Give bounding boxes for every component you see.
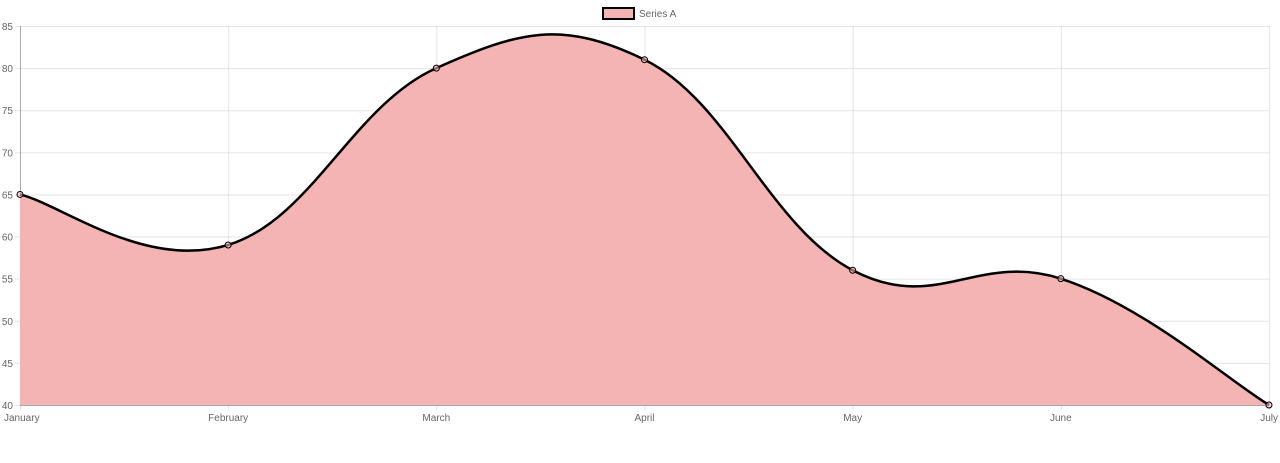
legend-label-series-a[interactable]: Series A	[639, 9, 677, 20]
series-layer	[19, 33, 1270, 407]
x-tick-label: January	[4, 413, 40, 424]
y-tick-label: 60	[2, 233, 14, 244]
x-tick-label: June	[1050, 413, 1072, 424]
legend-swatch-series-a[interactable]	[602, 7, 635, 20]
data-point[interactable]	[16, 190, 24, 198]
x-tick-label: July	[1260, 413, 1278, 424]
y-tick-label: 50	[2, 317, 14, 328]
x-axis: January February March April May June July	[4, 413, 1278, 424]
data-point[interactable]	[432, 64, 440, 72]
series-a-area	[20, 34, 1269, 405]
data-point[interactable]	[641, 56, 648, 64]
data-point[interactable]	[224, 241, 232, 249]
points-layer	[16, 56, 1273, 409]
y-tick-label: 45	[2, 359, 14, 370]
data-point[interactable]	[1057, 275, 1065, 283]
x-tick-label: April	[634, 413, 654, 424]
x-tick-label: February	[208, 413, 248, 424]
data-point[interactable]	[849, 266, 857, 274]
y-tick-label: 55	[2, 275, 14, 286]
y-tick-label: 80	[2, 64, 14, 75]
legend[interactable]: Series A	[602, 7, 677, 20]
x-tick-label: May	[843, 413, 862, 424]
y-tick-label: 40	[2, 401, 14, 412]
y-tick-label: 65	[2, 190, 14, 201]
y-axis: 85 80 75 70 65 60 55 50 45 40	[2, 22, 14, 412]
y-tick-label: 85	[2, 22, 14, 33]
y-tick-label: 75	[2, 106, 14, 117]
x-tick-label: March	[422, 413, 450, 424]
y-tick-label: 70	[2, 148, 14, 159]
data-point[interactable]	[1265, 401, 1273, 409]
